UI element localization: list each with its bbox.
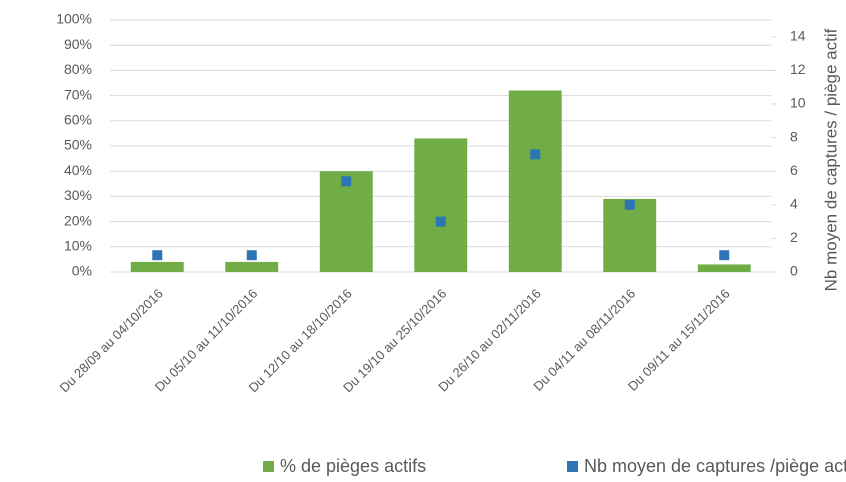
y-tick-label: 30% bbox=[64, 187, 92, 203]
x-tick-label: Du 26/10 au 02/11/2016 bbox=[435, 286, 544, 395]
bar bbox=[508, 90, 562, 272]
y-tick-label: 90% bbox=[64, 36, 92, 52]
y2-tick-label: 14 bbox=[790, 28, 806, 44]
point bbox=[624, 199, 635, 210]
x-tick-label: Du 05/10 au 11/10/2016 bbox=[152, 286, 261, 395]
y2-tick-label: 10 bbox=[790, 95, 806, 111]
y2-tick-label: 4 bbox=[790, 196, 798, 212]
y-tick-label: 40% bbox=[64, 162, 92, 178]
point bbox=[719, 250, 730, 261]
x-tick-label: Du 12/10 au 18/10/2016 bbox=[246, 286, 355, 395]
bar bbox=[319, 171, 373, 272]
point bbox=[435, 216, 446, 227]
y2-tick-label: 0 bbox=[790, 263, 798, 279]
point bbox=[341, 176, 352, 187]
bar bbox=[414, 138, 468, 272]
y-tick-label: 60% bbox=[64, 112, 92, 128]
bar bbox=[225, 261, 279, 272]
y2-tick-label: 12 bbox=[790, 61, 806, 77]
bar bbox=[603, 198, 657, 272]
y2-tick-label: 8 bbox=[790, 128, 798, 144]
y-tick-label: 20% bbox=[64, 212, 92, 228]
legend-swatch bbox=[567, 461, 578, 472]
x-tick-label: Du 04/11 au 08/11/2016 bbox=[530, 286, 638, 394]
x-tick-label: Du 19/10 au 25/10/2016 bbox=[340, 286, 449, 395]
y2-tick-label: 6 bbox=[790, 162, 798, 178]
y2-tick-label: 2 bbox=[790, 229, 798, 245]
y-tick-label: 0% bbox=[72, 263, 92, 279]
point bbox=[246, 250, 257, 261]
x-tick-label: Du 09/11 au 15/11/2016 bbox=[625, 286, 733, 394]
y-tick-label: 80% bbox=[64, 61, 92, 77]
bar bbox=[130, 261, 184, 272]
y-tick-label: 50% bbox=[64, 137, 92, 153]
y2-axis-title: Nb moyen de captures / piège actif bbox=[821, 28, 840, 291]
point bbox=[152, 250, 163, 261]
bar bbox=[697, 264, 751, 272]
y-tick-label: 100% bbox=[56, 11, 92, 27]
y-tick-label: 70% bbox=[64, 86, 92, 102]
point bbox=[530, 149, 541, 160]
legend-label: Nb moyen de captures /piège actif bbox=[584, 456, 846, 476]
x-tick-label: Du 28/09 au 04/10/2016 bbox=[57, 286, 166, 395]
legend-label: % de pièges actifs bbox=[280, 456, 426, 476]
y-tick-label: 10% bbox=[64, 238, 92, 254]
legend-swatch bbox=[263, 461, 274, 472]
